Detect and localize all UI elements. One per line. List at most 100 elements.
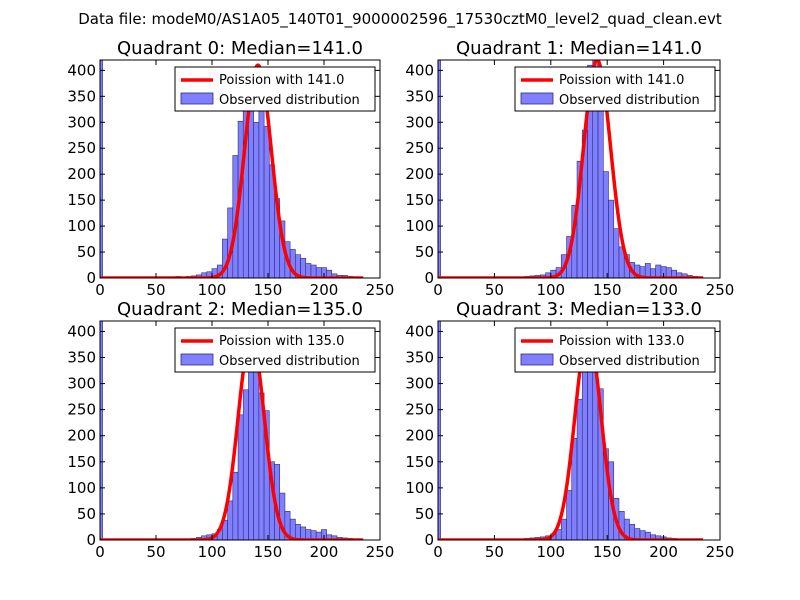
- histogram-bar: [253, 121, 260, 278]
- y-tick-label: 150: [67, 191, 96, 209]
- histogram-bar: [655, 264, 662, 278]
- legend-label-observed: Observed distribution: [559, 93, 700, 108]
- panels: 0 50 100 150 200 250 0 50 100 150 200 250 300 350 400 Q…: [67, 38, 734, 561]
- chart-title: Quadrant 1: Median=141.0: [456, 38, 702, 59]
- y-tick-label: 150: [67, 453, 96, 471]
- axes-frame: [99, 320, 381, 541]
- x-tick-label: 100: [198, 543, 227, 561]
- histogram-bars: [438, 60, 704, 278]
- legend: Poission with 141.0 Observed distribution: [174, 66, 376, 112]
- x-tick-label: 250: [706, 543, 735, 561]
- x-tick-label: 0: [433, 281, 443, 299]
- histogram-bar: [258, 102, 265, 278]
- x-tick-label: 250: [706, 281, 735, 299]
- chart-panel-2: 0 50 100 150 200 250 0 50 100 150 200 250 300 350 400 Q…: [67, 299, 394, 561]
- histogram-bar: [644, 263, 651, 278]
- histogram-bar: [300, 257, 307, 278]
- chart-title: Quadrant 2: Median=135.0: [117, 299, 363, 320]
- y-tick-label: 300: [405, 113, 434, 131]
- histogram-bar: [560, 518, 567, 540]
- y-tick-label: 250: [67, 401, 96, 419]
- y-tick-label: 100: [405, 217, 434, 235]
- x-tick-label: 50: [146, 281, 165, 299]
- y-tick-label: 300: [67, 375, 96, 393]
- histogram-bar: [602, 171, 609, 278]
- y-tick-label: 300: [67, 113, 96, 131]
- legend-bar-swatch: [520, 353, 554, 366]
- y-tick-label: 350: [405, 87, 434, 105]
- chart-title: Quadrant 3: Median=133.0: [456, 299, 702, 320]
- x-tick-label: 150: [593, 281, 622, 299]
- histogram-bar: [232, 471, 239, 540]
- x-tick-label: 200: [649, 543, 678, 561]
- histogram-bar: [100, 321, 103, 540]
- histogram-bar: [310, 264, 317, 278]
- x-tick-label: 250: [366, 281, 395, 299]
- y-tick-label: 200: [67, 165, 96, 183]
- y-tick-label: 0: [424, 269, 434, 287]
- histogram-bars: [100, 321, 353, 540]
- legend: Poission with 141.0 Observed distribution: [514, 66, 716, 112]
- histogram-bar: [227, 500, 234, 540]
- histogram-bar: [305, 263, 312, 278]
- y-tick-label: 250: [405, 401, 434, 419]
- y-tick-label: 50: [77, 243, 96, 261]
- legend-label-poisson: Poission with 141.0: [219, 73, 344, 88]
- figure-title: Data file: modeM0/AS1A05_140T01_90000025…: [78, 10, 722, 29]
- histogram-bar: [248, 98, 254, 278]
- y-tick-label: 350: [405, 349, 434, 367]
- histogram-bar: [581, 359, 588, 540]
- chart-title: Quadrant 0: Median=141.0: [117, 38, 363, 59]
- y-tick-label: 0: [86, 531, 96, 549]
- legend: Poission with 135.0 Observed distribution: [174, 327, 376, 373]
- y-tick-label: 150: [405, 191, 434, 209]
- x-tick-label: 150: [254, 543, 283, 561]
- y-tick-label: 100: [67, 479, 96, 497]
- x-tick-label: 50: [485, 543, 504, 561]
- y-tick-label: 150: [405, 453, 434, 471]
- x-tick-label: 0: [433, 543, 443, 561]
- y-tick-label: 200: [405, 427, 434, 445]
- y-tick-label: 100: [405, 479, 434, 497]
- y-tick-label: 300: [405, 375, 434, 393]
- axes-frame: [99, 59, 381, 279]
- axes-frame: [437, 59, 721, 279]
- histogram-bar: [566, 490, 573, 540]
- y-tick-label: 50: [415, 243, 434, 261]
- x-tick-label: 100: [198, 281, 227, 299]
- legend-bar-swatch: [180, 92, 214, 105]
- x-tick-label: 200: [649, 281, 678, 299]
- y-tick-label: 350: [67, 349, 96, 367]
- histogram-bar: [613, 228, 620, 278]
- x-tick-label: 100: [536, 543, 565, 561]
- histogram-bar: [237, 414, 244, 540]
- histogram-bar: [597, 83, 604, 278]
- y-tick-label: 200: [67, 427, 96, 445]
- legend-label-observed: Observed distribution: [219, 93, 360, 108]
- x-tick-label: 200: [310, 543, 339, 561]
- y-tick-label: 400: [405, 322, 434, 340]
- x-tick-label: 0: [95, 281, 105, 299]
- histogram-bar: [608, 199, 615, 278]
- y-tick-label: 350: [67, 87, 96, 105]
- histogram-bar: [438, 60, 441, 278]
- y-tick-label: 250: [67, 139, 96, 157]
- x-tick-label: 150: [254, 281, 283, 299]
- histogram-bar: [438, 321, 441, 540]
- chart-panel-1: 0 50 100 150 200 250 0 50 100 150 200 250 300 350 400 Q…: [405, 38, 734, 299]
- histogram-bar: [242, 389, 249, 540]
- y-tick-label: 400: [67, 322, 96, 340]
- y-tick-label: 200: [405, 165, 434, 183]
- legend: Poission with 133.0 Observed distribution: [514, 327, 716, 373]
- poisson-curve: [438, 332, 705, 540]
- y-tick-label: 0: [424, 531, 434, 549]
- x-tick-label: 150: [593, 543, 622, 561]
- legend-label-poisson: Poission with 141.0: [559, 73, 684, 88]
- legend-label-observed: Observed distribution: [559, 354, 700, 369]
- histogram-bar: [576, 398, 583, 540]
- y-tick-label: 400: [67, 61, 96, 79]
- chart-panel-3: 0 50 100 150 200 250 0 50 100 150 200 250 300 350 400 Q…: [405, 299, 734, 561]
- y-tick-label: 400: [405, 61, 434, 79]
- x-tick-label: 250: [366, 543, 395, 561]
